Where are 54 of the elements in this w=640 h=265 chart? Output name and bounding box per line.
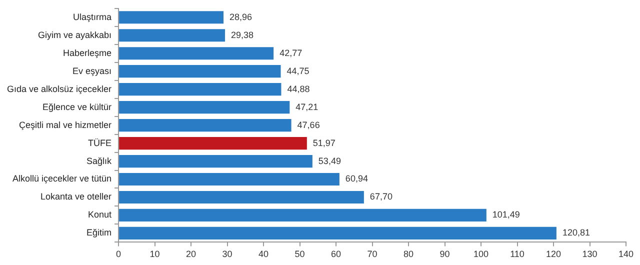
x-tick-label: 0 [116,249,122,260]
x-tick-label: 140 [618,249,634,260]
y-tick-label: Ev eşyası [72,66,112,76]
data-label: 28,96 [230,12,252,22]
bar [119,119,292,132]
data-label: 47,66 [297,120,320,130]
y-tick-label: Haberleşme [63,48,112,58]
bar [119,101,290,114]
x-tick-label: 50 [294,249,305,260]
bar [119,11,224,24]
bar [119,154,312,168]
x-tick-label: 100 [473,249,489,260]
data-label: 51,97 [312,138,336,148]
data-label: 60,94 [345,174,368,184]
x-tick-label: 70 [367,249,378,260]
x-tick-label: 20 [186,249,196,260]
x-tick-label: 130 [582,249,598,260]
x-tick-label: 30 [222,249,232,260]
y-tick-label: Giyim ve ayakkabı [38,30,112,40]
y-tick-label: Gıda ve alkolsüz içecekler [7,84,112,94]
data-label: 44,88 [287,84,310,94]
data-label: 101,49 [492,210,520,220]
bar [119,226,556,240]
data-label: 47,21 [296,102,318,112]
data-label: 29,38 [231,30,254,40]
data-label: 44,75 [286,66,310,76]
x-tick-label: 90 [440,249,450,260]
x-tick-label: 120 [546,249,562,260]
bar [119,47,274,60]
data-label: 120,81 [562,228,590,238]
data-label: 67,70 [370,192,392,202]
x-tick-label: 60 [331,249,342,260]
y-tick-label: Alkollü içecekler ve tütün [12,174,112,184]
y-tick-label: Eğlence ve kültür [42,102,112,112]
bar [119,29,226,42]
bar [119,65,281,78]
x-tick-label: 10 [150,249,160,260]
bar [119,83,282,96]
data-label: 53,49 [318,156,341,166]
bar [119,172,340,186]
x-tick-label: 40 [258,249,269,260]
data-label: 42,77 [280,48,302,58]
x-tick-label: 80 [404,249,414,260]
bar [119,190,364,204]
y-tick-label: Sağlık [86,156,112,166]
bar [119,208,486,222]
x-tick-label: 110 [510,249,524,260]
y-tick-label: TÜFE [88,138,112,148]
y-tick-label: Çeşitli mal ve hizmetler [19,120,112,130]
y-tick-label: Lokanta ve oteller [40,192,112,202]
bar [119,136,307,150]
y-tick-label: Konut [88,210,112,220]
y-tick-label: Ulaştırma [73,12,112,22]
y-tick-label: Eğitim [86,228,112,238]
